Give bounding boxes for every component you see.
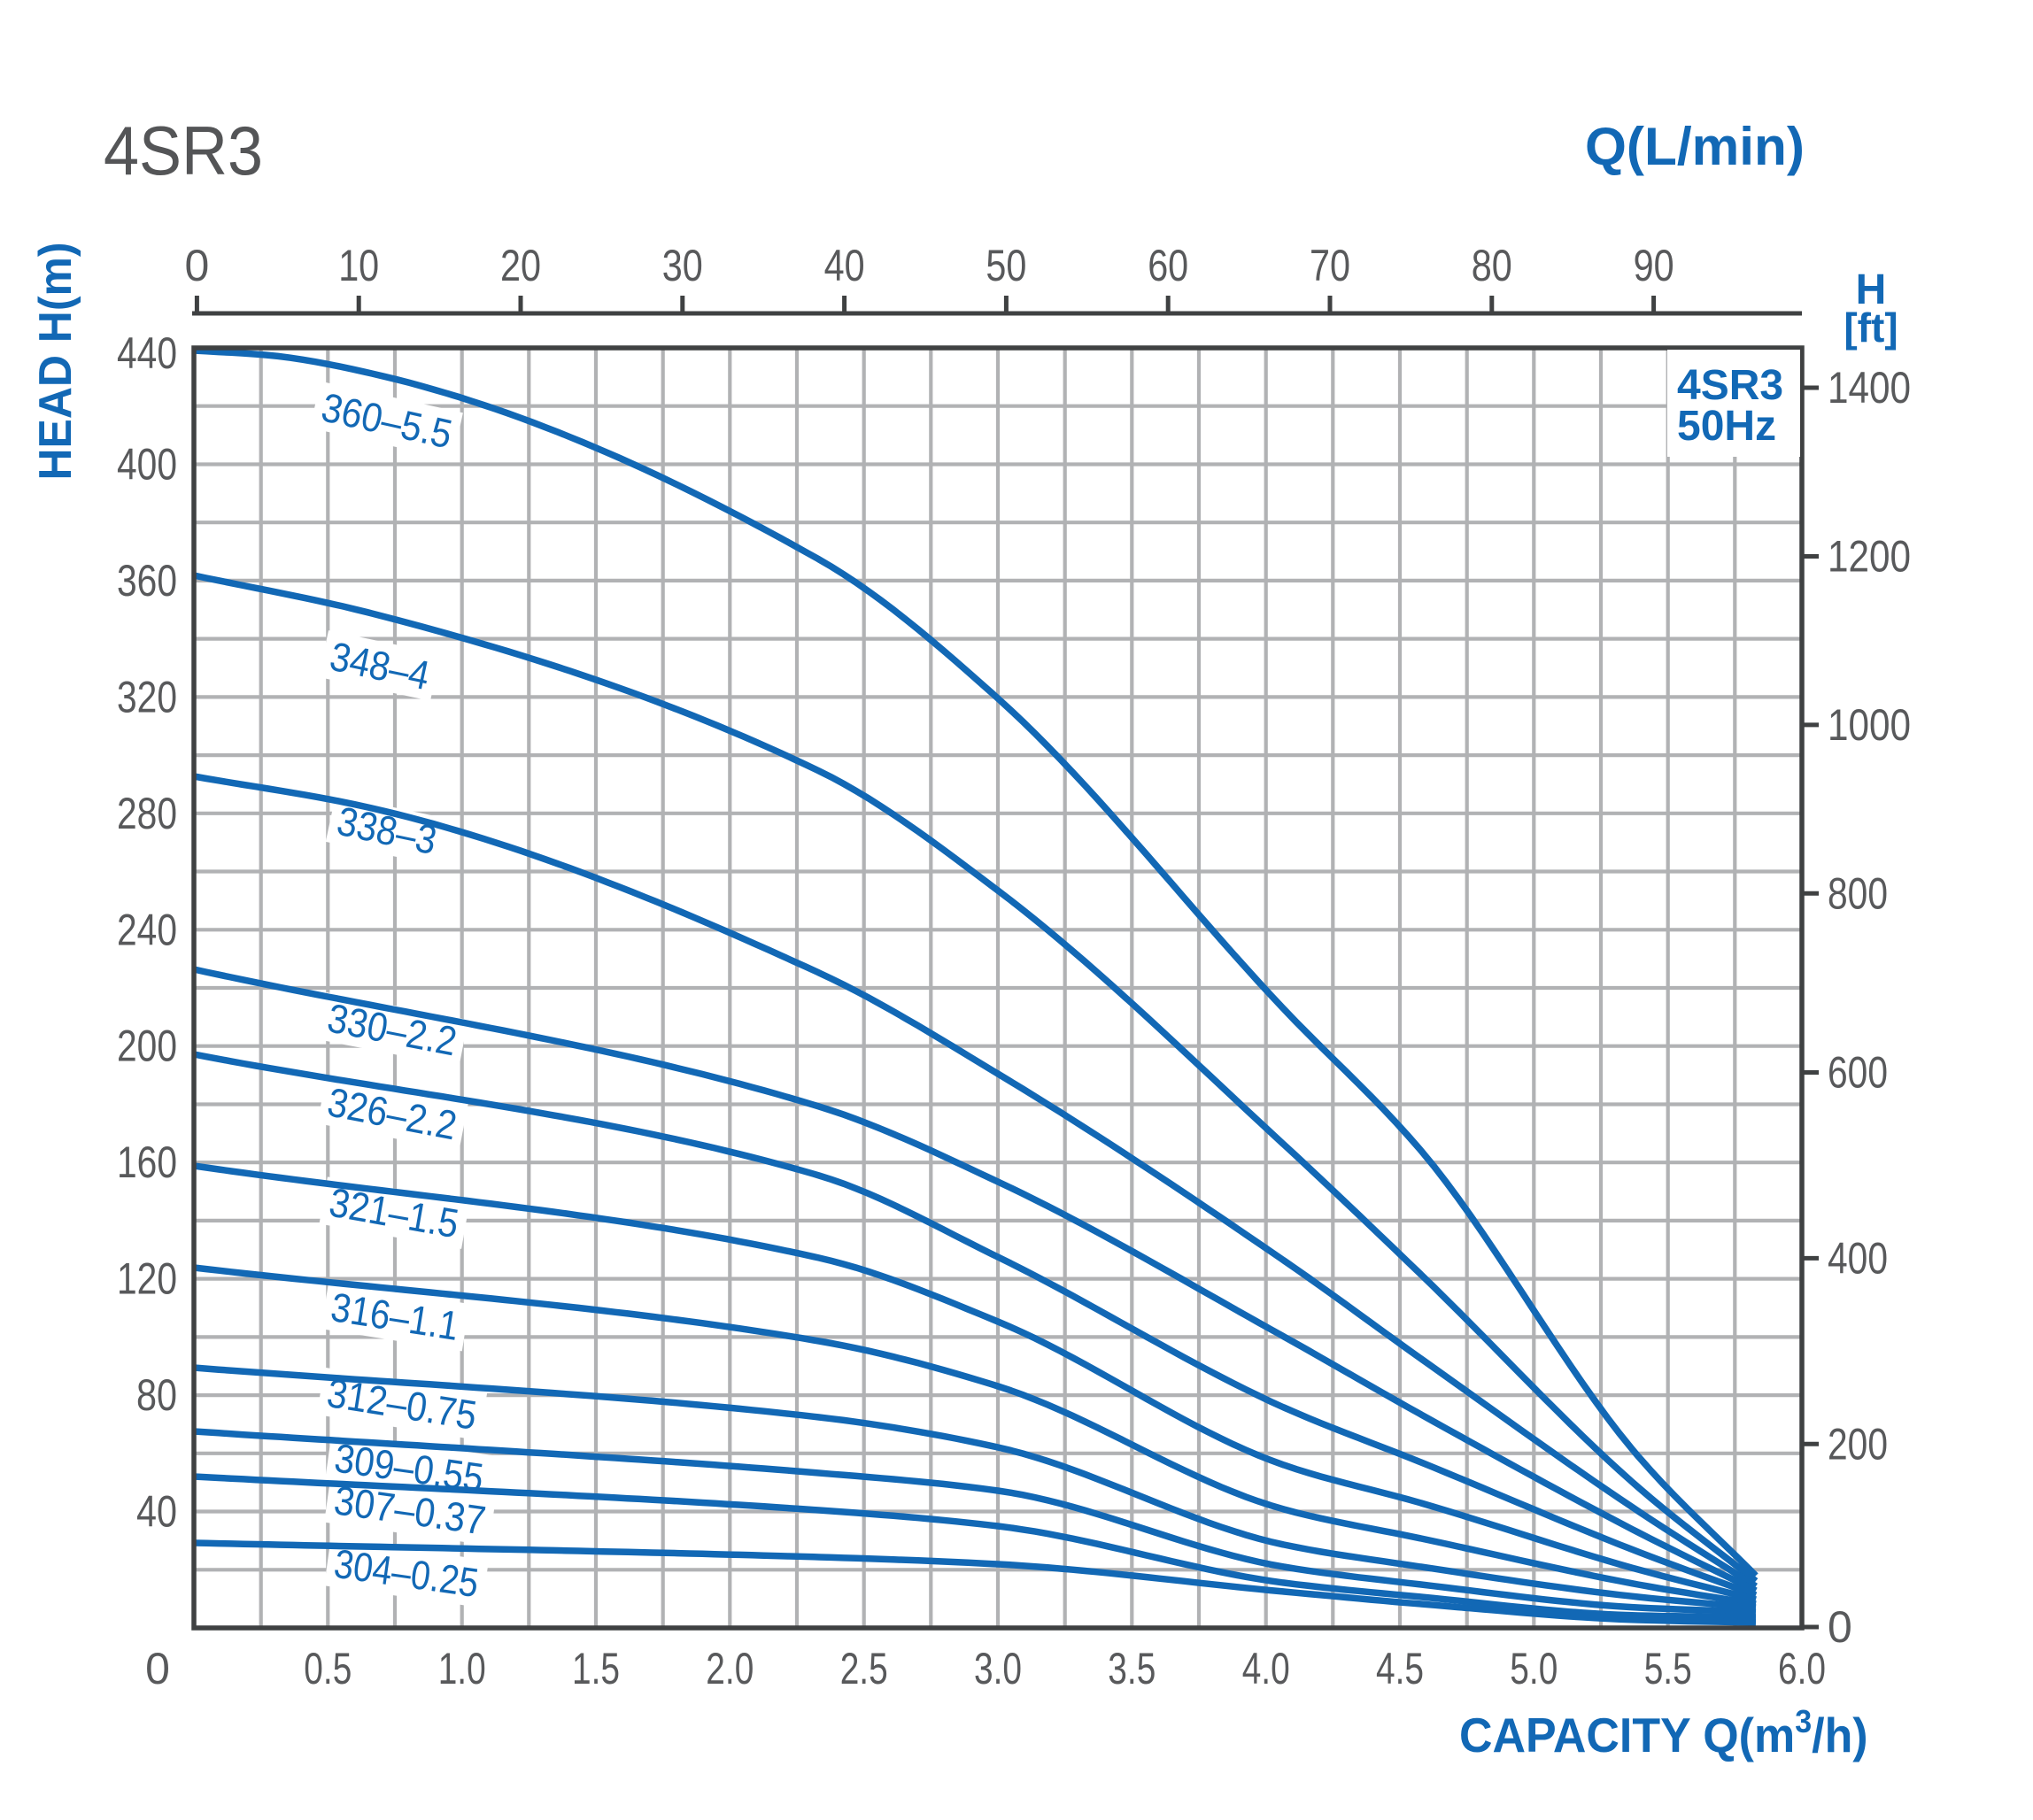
svg-text:HEAD H(m): HEAD H(m) — [30, 243, 81, 481]
svg-text:20: 20 — [500, 241, 541, 290]
svg-text:3.5: 3.5 — [1108, 1644, 1156, 1693]
svg-text:200: 200 — [117, 1022, 177, 1071]
svg-text:80: 80 — [136, 1370, 177, 1420]
svg-text:1.0: 1.0 — [438, 1644, 486, 1693]
svg-text:40: 40 — [824, 241, 865, 290]
svg-text:CAPACITY Q(m3/h): CAPACITY Q(m3/h) — [1459, 1704, 1868, 1762]
svg-text:4.5: 4.5 — [1376, 1644, 1424, 1693]
svg-text:5.0: 5.0 — [1510, 1644, 1558, 1693]
svg-text:80: 80 — [1472, 241, 1512, 290]
svg-text:600: 600 — [1828, 1048, 1888, 1098]
svg-text:5.5: 5.5 — [1644, 1644, 1692, 1693]
svg-text:160: 160 — [117, 1138, 177, 1187]
svg-text:2.5: 2.5 — [840, 1644, 888, 1693]
svg-text:70: 70 — [1310, 241, 1350, 290]
svg-text:1.5: 1.5 — [572, 1644, 620, 1693]
svg-text:6.0: 6.0 — [1778, 1644, 1826, 1693]
svg-text:Q(L/min): Q(L/min) — [1585, 117, 1805, 176]
svg-text:120: 120 — [117, 1254, 177, 1304]
svg-text:0.5: 0.5 — [304, 1644, 352, 1693]
svg-text:30: 30 — [662, 241, 703, 290]
svg-text:400: 400 — [117, 440, 177, 490]
svg-text:360: 360 — [117, 556, 177, 605]
svg-text:4SR3: 4SR3 — [1677, 362, 1783, 409]
svg-text:320: 320 — [117, 672, 177, 721]
svg-text:4SR3: 4SR3 — [104, 112, 263, 189]
svg-text:0: 0 — [145, 1644, 170, 1693]
svg-text:H: H — [1856, 266, 1887, 313]
svg-text:50Hz: 50Hz — [1677, 403, 1776, 450]
svg-text:50: 50 — [986, 241, 1026, 290]
svg-text:280: 280 — [117, 789, 177, 838]
svg-text:90: 90 — [1634, 241, 1674, 290]
svg-text:60: 60 — [1148, 241, 1188, 290]
svg-text:4.0: 4.0 — [1242, 1644, 1290, 1693]
svg-text:800: 800 — [1828, 868, 1888, 918]
svg-text:40: 40 — [136, 1487, 177, 1537]
svg-text:440: 440 — [117, 328, 177, 378]
svg-text:[ft]: [ft] — [1844, 305, 1898, 351]
svg-text:1400: 1400 — [1828, 363, 1911, 413]
svg-text:1000: 1000 — [1828, 700, 1911, 750]
svg-text:200: 200 — [1828, 1419, 1888, 1469]
svg-text:10: 10 — [338, 241, 379, 290]
svg-text:3.0: 3.0 — [974, 1644, 1022, 1693]
svg-text:1200: 1200 — [1828, 532, 1911, 582]
svg-text:2.0: 2.0 — [706, 1644, 754, 1693]
svg-text:240: 240 — [117, 905, 177, 954]
svg-text:0: 0 — [1828, 1602, 1852, 1652]
svg-text:0: 0 — [184, 241, 209, 290]
svg-text:400: 400 — [1828, 1233, 1888, 1283]
